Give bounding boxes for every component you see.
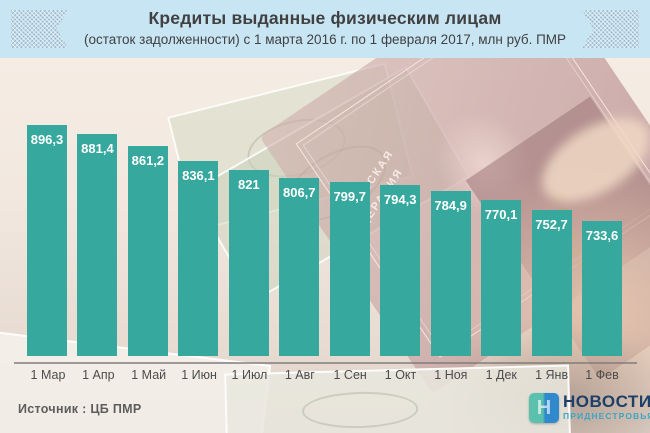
- x-axis-label: 1 Сен: [333, 368, 367, 382]
- x-axis-label: 1 Июл: [231, 368, 268, 382]
- news-pridnestrovya-logo: Н НОВОСТИ ПРИДНЕСТРОВЬЯ: [529, 393, 650, 423]
- header-banner: Кредиты выданные физическим лицам (остат…: [0, 0, 650, 58]
- logo-subtitle: ПРИДНЕСТРОВЬЯ: [563, 411, 650, 421]
- bar: 799,7: [329, 182, 370, 356]
- bar: 821: [228, 169, 269, 356]
- x-axis-line: [14, 362, 637, 364]
- bar-value-label: 861,2: [131, 152, 165, 168]
- bar-value-label: 806,7: [282, 185, 316, 200]
- x-axis-labels: 1 Мар 1 Апр 1 Май 1 Июн 1 Июл 1 Авг 1 Сен 1 Окт…: [24, 368, 626, 382]
- logo-text: НОВОСТИ ПРИДНЕСТРОВЬЯ: [563, 393, 650, 421]
- bar: 806,7: [279, 178, 320, 356]
- x-axis-label: 1 Янв: [535, 368, 569, 382]
- bar: 752,7: [531, 209, 572, 356]
- bar-value-label: 784,9: [434, 197, 467, 213]
- bar: 896,3: [27, 125, 67, 356]
- dollar-oval-decor: [301, 390, 419, 430]
- x-axis-label: 1 Июн: [181, 368, 217, 382]
- bar-value-label: 799,7: [333, 189, 366, 205]
- x-axis-label: 1 Фев: [585, 368, 619, 382]
- bar-value-label: 733,6: [585, 228, 619, 244]
- bar: 794,3: [380, 185, 421, 356]
- bar: 836,1: [178, 160, 219, 356]
- bar: 881,4: [77, 133, 118, 356]
- bar-value-label: 881,4: [81, 140, 114, 156]
- bar-value-label: 896,3: [30, 132, 64, 148]
- x-axis-label: 1 Май: [131, 368, 167, 382]
- bar-value-label: 821: [237, 176, 260, 192]
- source-caption: Источник : ЦБ ПМР: [18, 402, 142, 416]
- page-subtitle: (остаток задолженности) с 1 марта 2016 г…: [83, 32, 567, 47]
- bar: 733,6: [581, 221, 622, 356]
- x-axis-label: 1 Мар: [30, 368, 66, 382]
- hatched-ribbon-left: [11, 10, 68, 48]
- logo-title: НОВОСТИ: [563, 392, 650, 411]
- bar-value-label: 836,1: [182, 167, 215, 183]
- logo-n-icon: Н: [529, 393, 559, 423]
- x-axis-label: 1 Ноя: [434, 368, 468, 382]
- bar: 861,2: [127, 145, 168, 356]
- x-axis-label: 1 Окт: [384, 368, 417, 382]
- bar-value-label: 770,1: [484, 206, 518, 222]
- x-axis-label: 1 Дек: [485, 368, 517, 382]
- page-title: Кредиты выданные физическим лицам: [148, 8, 502, 28]
- bar-value-label: 752,7: [535, 216, 568, 232]
- bar: 770,1: [481, 199, 522, 356]
- bar: 784,9: [430, 190, 471, 356]
- bar-chart: 896,3 881,4 861,2 836,1 821 806,7 799,7 794,3 78…: [27, 125, 622, 356]
- bar-value-label: 794,3: [383, 192, 417, 208]
- x-axis-label: 1 Авг: [284, 368, 315, 382]
- x-axis-label: 1 Апр: [82, 368, 115, 382]
- hatched-ribbon-right: [582, 10, 639, 48]
